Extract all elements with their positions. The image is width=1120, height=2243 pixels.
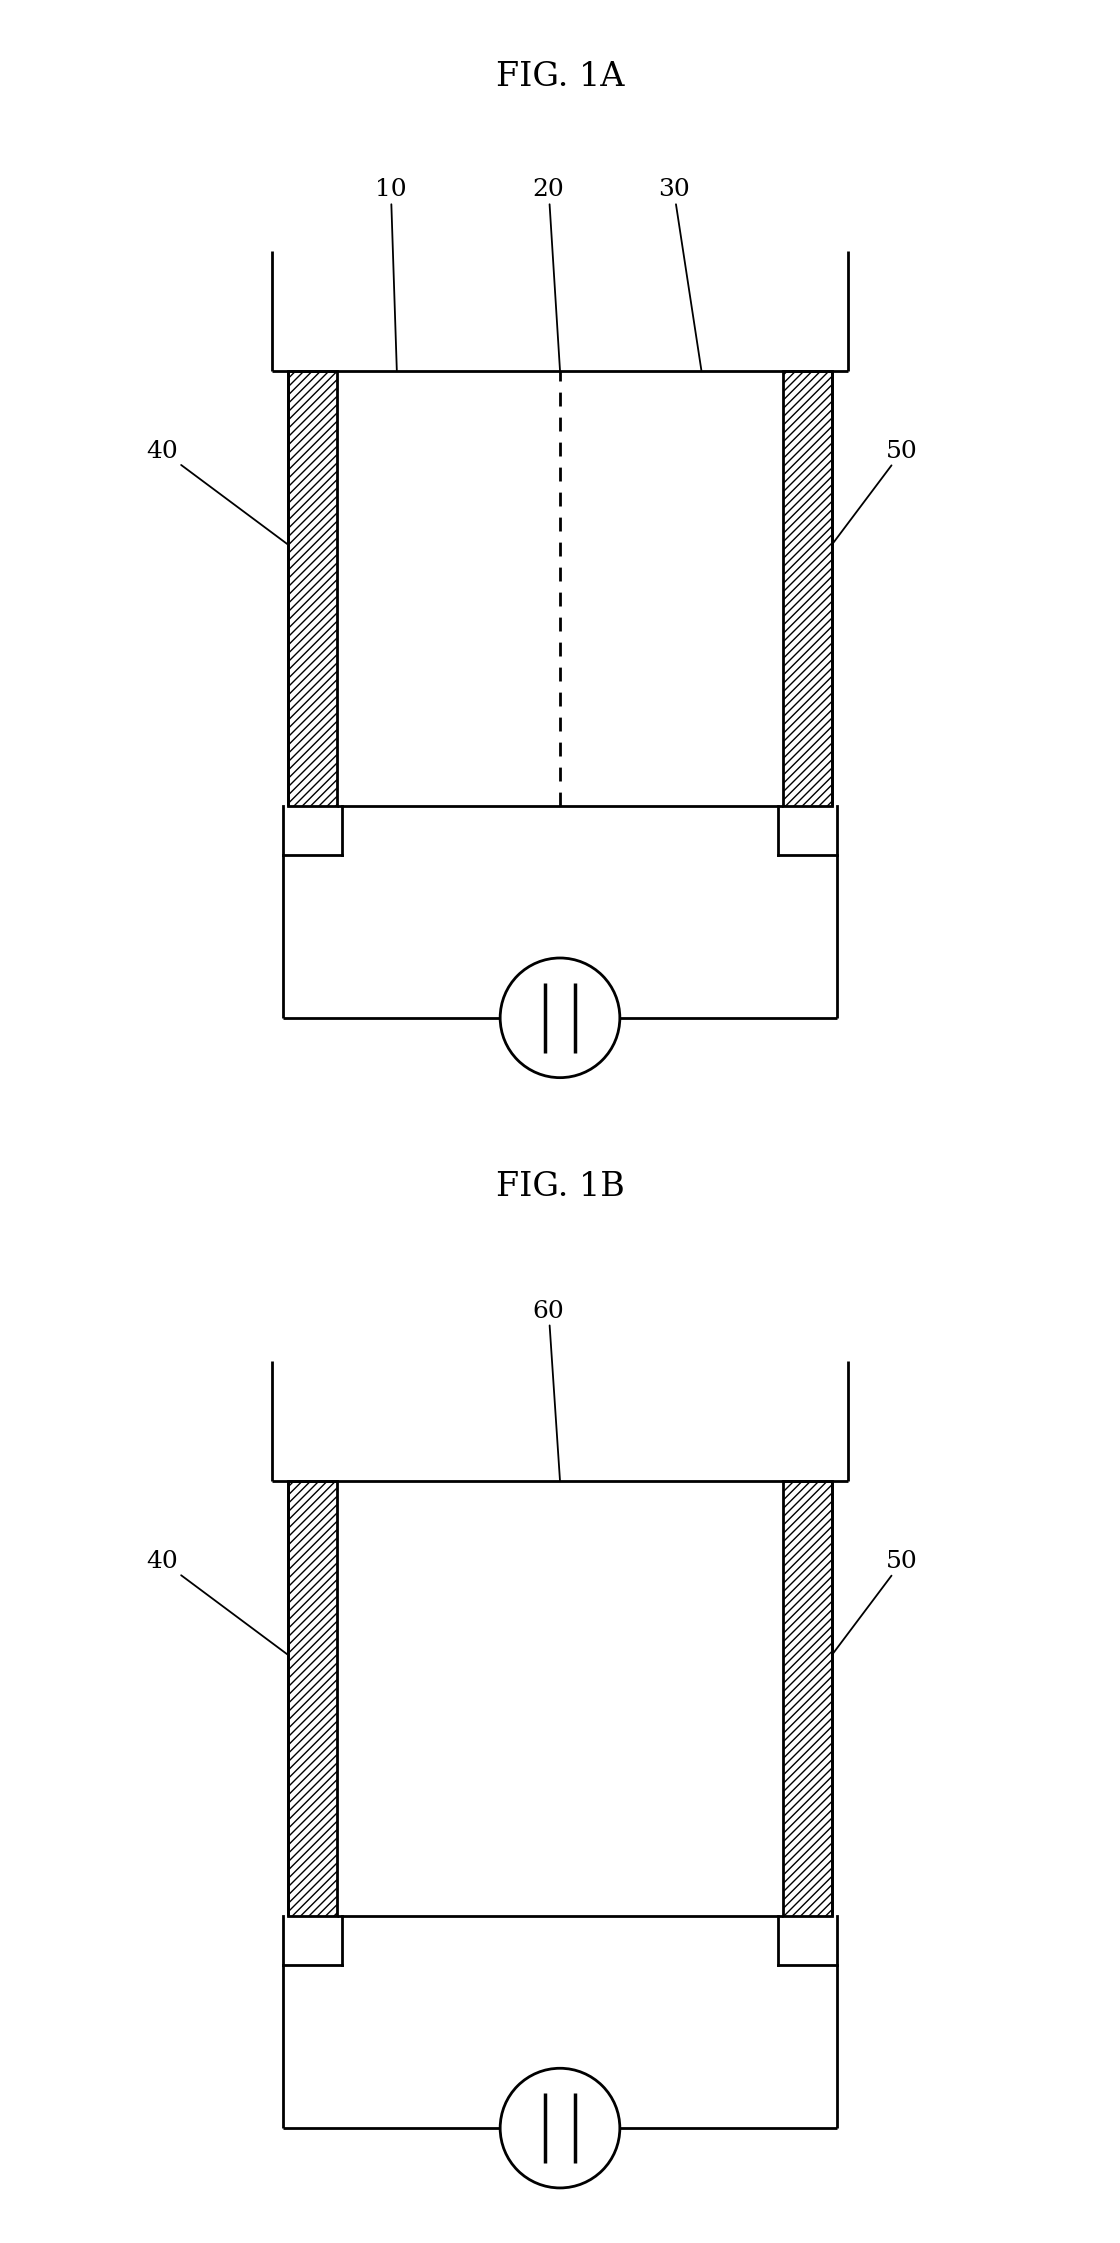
Text: 40: 40 — [147, 440, 288, 545]
Text: 30: 30 — [657, 179, 701, 370]
Text: FIG. 1B: FIG. 1B — [496, 1171, 624, 1202]
Bar — [783, 370, 832, 805]
Bar — [783, 1480, 832, 1916]
Text: 20: 20 — [533, 179, 564, 370]
Text: 50: 50 — [832, 1550, 918, 1655]
Bar — [288, 1480, 337, 1916]
Text: 50: 50 — [832, 440, 918, 545]
Text: 40: 40 — [147, 1550, 288, 1655]
Text: FIG. 1A: FIG. 1A — [496, 61, 624, 92]
Text: 60: 60 — [533, 1299, 564, 1480]
Text: 10: 10 — [375, 179, 407, 370]
Bar — [288, 370, 337, 805]
